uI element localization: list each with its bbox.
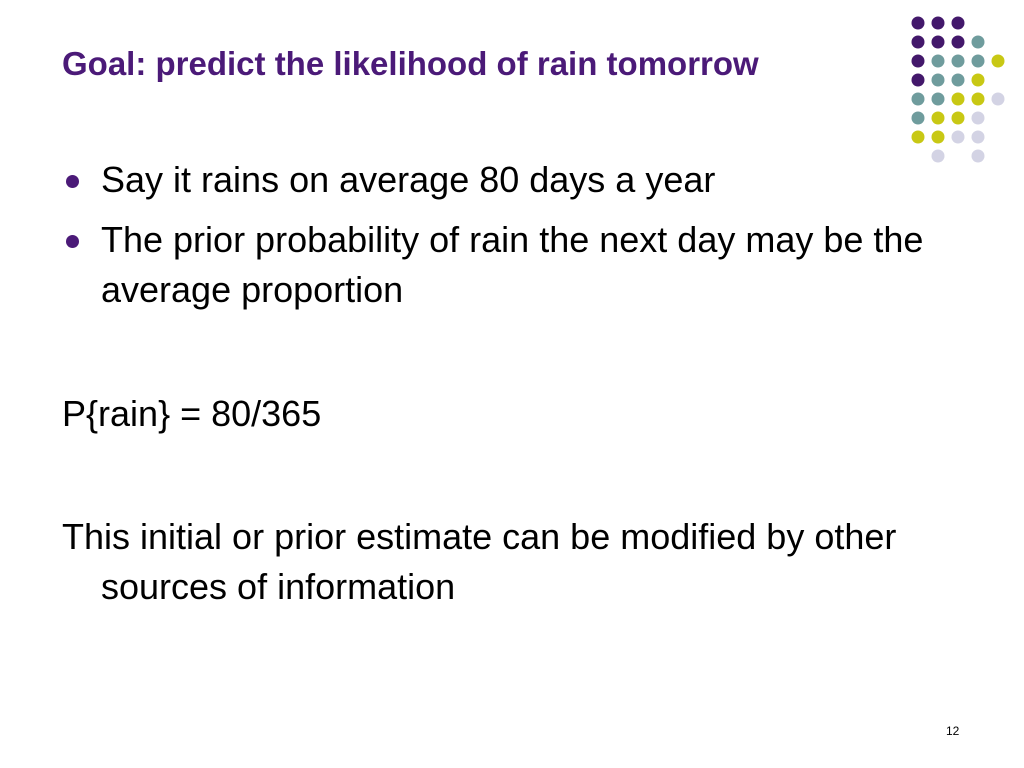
slide-title: Goal: predict the likelihood of rain tom… [62, 45, 759, 82]
paragraph: This initial or prior estimate can be mo… [62, 516, 897, 607]
bullet: The prior probability of rain the next d… [62, 215, 962, 315]
page-number: 12 [946, 724, 960, 738]
bullet: Say it rains on average 80 days a year [62, 155, 962, 205]
bullet-list: Say it rains on average 80 days a year T… [62, 155, 962, 325]
paragraph: P{rain} = 80/365 [62, 393, 322, 434]
